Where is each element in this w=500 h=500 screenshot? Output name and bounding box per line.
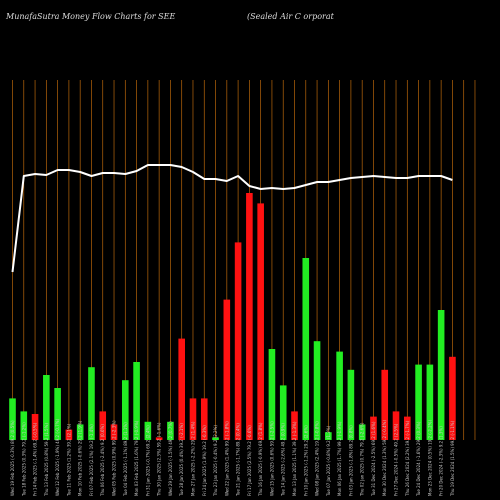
- money-flow-bar: [415, 364, 422, 440]
- money-flow-bar: [43, 375, 50, 440]
- x-tick-label: Fri 17 Jan 2025 (2.5%) 79.2 (-0.6%): [247, 425, 252, 496]
- money-flow-bars: [9, 193, 456, 440]
- money-flow-bar: [449, 356, 456, 440]
- x-tick-label: Wed 29 Jan 2025 (-1.5%) 49.2 (0.7%): [168, 421, 173, 496]
- x-tick-label: Tue 24 Dec 2024 (-1.6%) 29.2 (0.3%): [416, 421, 421, 497]
- money-flow-bar: [178, 338, 185, 440]
- x-tick-label: Thu 23 Jan 2025 (-0.4%) 9.2 (2.2%): [213, 425, 218, 497]
- money-flow-bar: [189, 398, 197, 440]
- money-flow-bar: [404, 416, 411, 440]
- x-tick-label: Fri 20 Dec 2024 (-2.3%) 9.2 (1.3%): [439, 426, 444, 496]
- x-tick-label: Tue 04 Feb 2025 (-1.1%) 89.2 (1.1%): [123, 422, 128, 497]
- money-flow-bar: [313, 341, 321, 440]
- x-tick-label: Wed 22 Jan 2025 (1.4%) 99.2 (-1.8%): [224, 421, 229, 496]
- x-tick-label: Tue 14 Jan 2025 (-2.6%) 49.2 (0.9%): [281, 423, 286, 497]
- chart-title: MunafaSutra Money Flow Charts for SEE: [6, 12, 176, 21]
- chart-subtitle: (Sealed Air C orporat: [247, 12, 334, 21]
- x-tick-label: Thu 26 Dec 2024 (2.2%) 39.2 (-1.7%): [405, 420, 410, 497]
- money-flow-bar: [437, 310, 445, 440]
- x-tick-label: Mon 06 Jan 2025 (1.7%) 99.2 (-1.9%): [337, 421, 342, 496]
- money-flow-bar: [99, 411, 107, 440]
- money-flow-bar: [76, 424, 84, 440]
- grid-lines: [12, 80, 476, 440]
- money-flow-bar: [200, 398, 208, 440]
- money-flow-bar: [347, 369, 355, 440]
- x-tick-label: Wed 05 Feb 2025 (0.9%) 99.2 (-2.3%): [112, 420, 117, 496]
- x-tick-label: Tue 31 Dec 2024 (-2.5%) 69.2 (1.6%): [371, 421, 376, 497]
- money-flow-bar: [223, 299, 231, 440]
- money-flow-bar: [268, 349, 276, 440]
- money-flow-bar: [88, 367, 95, 440]
- money-flow-bar: [133, 362, 140, 440]
- money-flow-bar: [234, 242, 242, 440]
- money-flow-bar: [110, 424, 118, 440]
- x-tick-label: Fri 14 Feb 2025 (-1.4%) 69.2 (-0.5%): [33, 422, 38, 496]
- money-flow-bar: [302, 258, 310, 440]
- money-flow-bar: [9, 398, 16, 440]
- x-tick-labels: Wed 19 Feb 2025 (-0.3%) 89.2 (0.5%) Tue 1…: [10, 419, 455, 498]
- x-tick-label: Fri 10 Jan 2025 (-1.2%) 29.2 (2.6%): [303, 425, 308, 496]
- x-tick-label: Tue 11 Feb 2025 (1.2%) 39.2 (2.1%): [66, 423, 71, 497]
- money-flow-bar: [65, 429, 73, 440]
- money-flow-bar: [246, 193, 253, 440]
- x-tick-label: Wed 15 Jan 2025 (0.6%) 59.2 (-2.5%): [269, 421, 274, 496]
- x-tick-label: Thu 02 Jan 2025 (0.7%) 79.2 (-2.6%): [360, 422, 365, 497]
- money-flow-bar: [212, 437, 219, 440]
- x-tick-label: Mon 10 Feb 2025 (-0.6%) 29.2 (1.9%): [78, 420, 83, 496]
- price-polyline: [11, 164, 453, 273]
- x-tick-label: Mon 13 Jan 2025 (1.1%) 39.2 (-1.3%): [292, 421, 297, 496]
- x-tick-label: Wed 08 Jan 2025 (2.4%) 19.2 (-0.8%): [315, 421, 320, 496]
- money-flow-bar: [144, 421, 152, 440]
- money-flow-bar: [54, 388, 61, 440]
- x-tick-label: Tue 28 Jan 2025 (0.4%) 39.2 (-2.1%): [179, 423, 184, 497]
- money-flow-bar: [167, 421, 174, 440]
- x-tick-label: Mon 27 Jan 2025 (-2.2%) 29.2 (1.4%): [190, 421, 195, 496]
- money-flow-bar: [31, 414, 39, 440]
- money-flow-bar: [279, 385, 287, 440]
- money-flow-bar: [155, 437, 163, 440]
- x-tick-label: Tue 07 Jan 2025 (-0.8%) 9.2 (1.2%): [326, 425, 331, 497]
- money-flow-bar: [370, 416, 377, 440]
- money-flow-bar: [20, 411, 28, 440]
- money-flow-bar: [358, 424, 366, 440]
- x-tick-label: Thu 19 Dec 2024 (1.5%) 99.2 (-1.1%): [450, 420, 455, 497]
- x-tick-label: Mon 30 Dec 2024 (1.3%) 59.2 (-0.4%): [382, 420, 387, 496]
- x-tick-label: Fri 03 Jan 2025 (-1.8%) 89.2 (0.8%): [348, 425, 353, 496]
- money-flow-bar: [291, 411, 298, 440]
- x-tick-label: Thu 16 Jan 2025 (-0.9%) 69.2 (1.8%): [258, 422, 263, 497]
- money-flow-bar: [336, 351, 343, 440]
- x-tick-label: Tue 18 Feb 2025 (0.3%) 79.2 (-1.2%): [21, 422, 26, 497]
- money-flow-bar: [325, 432, 332, 440]
- money-flow-bar: [392, 411, 400, 440]
- price-line: [11, 164, 453, 273]
- x-tick-label: Wed 19 Feb 2025 (-0.3%) 89.2 (0.5%): [10, 420, 15, 496]
- money-flow-bar: [257, 203, 264, 440]
- x-tick-label: Fri 27 Dec 2024 (-0.5%) 49.2 (2.5%): [394, 423, 399, 496]
- x-tick-label: Thu 06 Feb 2025 (-2.4%) 9.2 (0.6%): [100, 424, 105, 497]
- x-tick-label: Fri 31 Jan 2025 (-0.7%) 69.2 (2.4%): [145, 425, 150, 496]
- x-tick-label: Mon 03 Feb 2025 (1.6%) 79.2 (-0.9%): [134, 420, 139, 496]
- x-tick-label: Thu 30 Jan 2025 (2.3%) 59.2 (-1.6%): [157, 422, 162, 497]
- x-tick-label: Mon 23 Dec 2024 (0.5%) 19.2 (-2.2%): [427, 420, 432, 496]
- money-flow-bar: [122, 380, 129, 440]
- x-tick-label: Wed 12 Feb 2025 (-1.9%) 49.2 (-0.7%): [55, 419, 60, 497]
- x-tick-label: Thu 13 Feb 2025 (0.8%) 59.2 (1.5%): [44, 423, 49, 497]
- money-flow-bar: [381, 369, 389, 440]
- x-tick-label: Tue 21 Jan 2025 (-1.7%) 89.2 (0.4%): [236, 423, 241, 497]
- money-flow-bar: [426, 364, 434, 440]
- x-tick-label: Fri 07 Feb 2025 (2.1%) 19.2 (-1.4%): [89, 424, 94, 496]
- x-tick-label: Fri 24 Jan 2025 (1.9%) 19.2 (-0.3%): [202, 425, 207, 496]
